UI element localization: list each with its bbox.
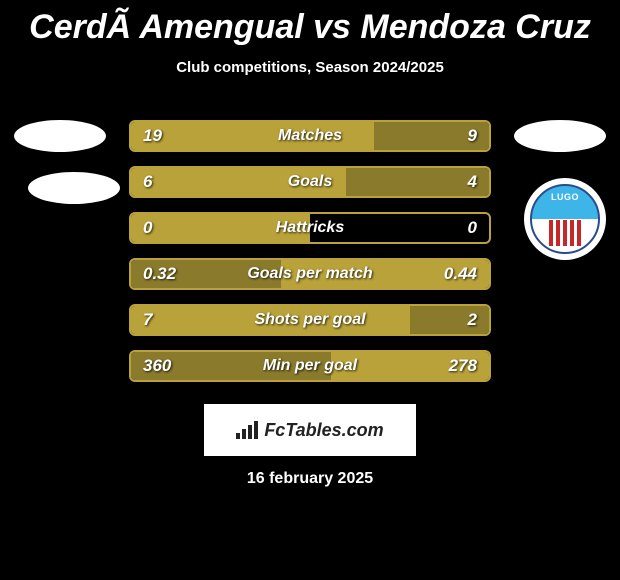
stat-bar: 360278Min per goal [129, 350, 491, 382]
stats-bars: 199Matches 64Goals 00Hattricks 0.320.44Goal… [129, 120, 491, 382]
player-marker-left [28, 172, 120, 204]
stat-bar: 0.320.44Goals per match [129, 258, 491, 290]
logo-text: FcTables.com [264, 420, 383, 441]
badge-inner: LUGO [530, 184, 600, 254]
page-subtitle: Club competitions, Season 2024/2025 [0, 59, 620, 76]
page-title: CerdÃ Amengual vs Mendoza Cruz [0, 0, 620, 47]
team-badge-right: LUGO [524, 178, 606, 260]
player-marker-right [514, 120, 606, 152]
date-text: 16 february 2025 [0, 470, 620, 488]
stat-label: Matches [131, 127, 489, 145]
badge-label: LUGO [551, 192, 579, 202]
stat-bar: 64Goals [129, 166, 491, 198]
badge-stripes [545, 220, 585, 246]
stat-label: Goals per match [131, 265, 489, 283]
stat-label: Hattricks [131, 219, 489, 237]
stat-label: Min per goal [131, 357, 489, 375]
stat-label: Goals [131, 173, 489, 191]
stat-bar: 00Hattricks [129, 212, 491, 244]
stat-bar: 72Shots per goal [129, 304, 491, 336]
fctables-logo: FcTables.com [204, 404, 416, 456]
logo-bars-icon [236, 421, 258, 439]
stat-label: Shots per goal [131, 311, 489, 329]
stat-bar: 199Matches [129, 120, 491, 152]
player-marker-left [14, 120, 106, 152]
